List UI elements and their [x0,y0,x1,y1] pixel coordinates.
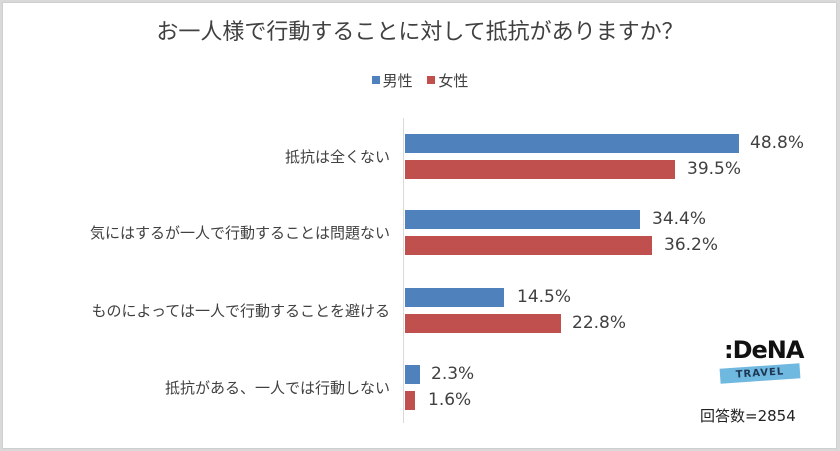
value-label-male-4: 2.3% [431,364,475,384]
value-label-male-1: 48.8% [750,133,805,153]
bar-male-2 [405,210,640,229]
bar-male-4 [405,365,420,384]
bar-female-2 [405,236,652,255]
dena-travel-logo: :DeNA TRAVEL [718,336,808,396]
category-label: 抵抗は全くない [284,148,390,166]
value-label-female-4: 1.6% [428,390,472,410]
value-label-female-1: 39.5% [687,159,742,179]
value-label-female-3: 22.8% [572,313,627,333]
category-label: ものによっては一人で行動することを避ける [91,302,390,320]
legend: 男性 女性 [0,70,840,91]
legend-swatch-female [427,75,436,84]
category-label: 抵抗がある、一人では行動しない [164,379,390,397]
legend-item-female: 女性 [427,70,468,91]
value-label-female-2: 36.2% [664,235,719,255]
category-label: 気にはするが一人で行動することは問題ない [89,224,390,242]
bar-male-3 [405,288,504,307]
logo-brand: :DeNA [724,336,804,364]
category-axis-line [403,118,404,423]
bar-female-3 [405,314,561,333]
value-label-male-3: 14.5% [517,287,572,307]
bar-female-4 [405,391,415,410]
respondent-count: 回答数=2854 [700,407,796,425]
bar-male-1 [405,134,739,153]
legend-label-female: 女性 [438,72,469,90]
chart-title: お一人様で行動することに対して抵抗がありますか？ [156,20,684,45]
bar-female-1 [405,160,675,179]
legend-swatch-male [371,75,380,84]
value-label-male-2: 34.4% [652,209,707,229]
legend-item-male: 男性 [371,70,413,91]
logo-sub: TRAVEL [719,363,801,384]
legend-label-male: 男性 [382,72,413,90]
